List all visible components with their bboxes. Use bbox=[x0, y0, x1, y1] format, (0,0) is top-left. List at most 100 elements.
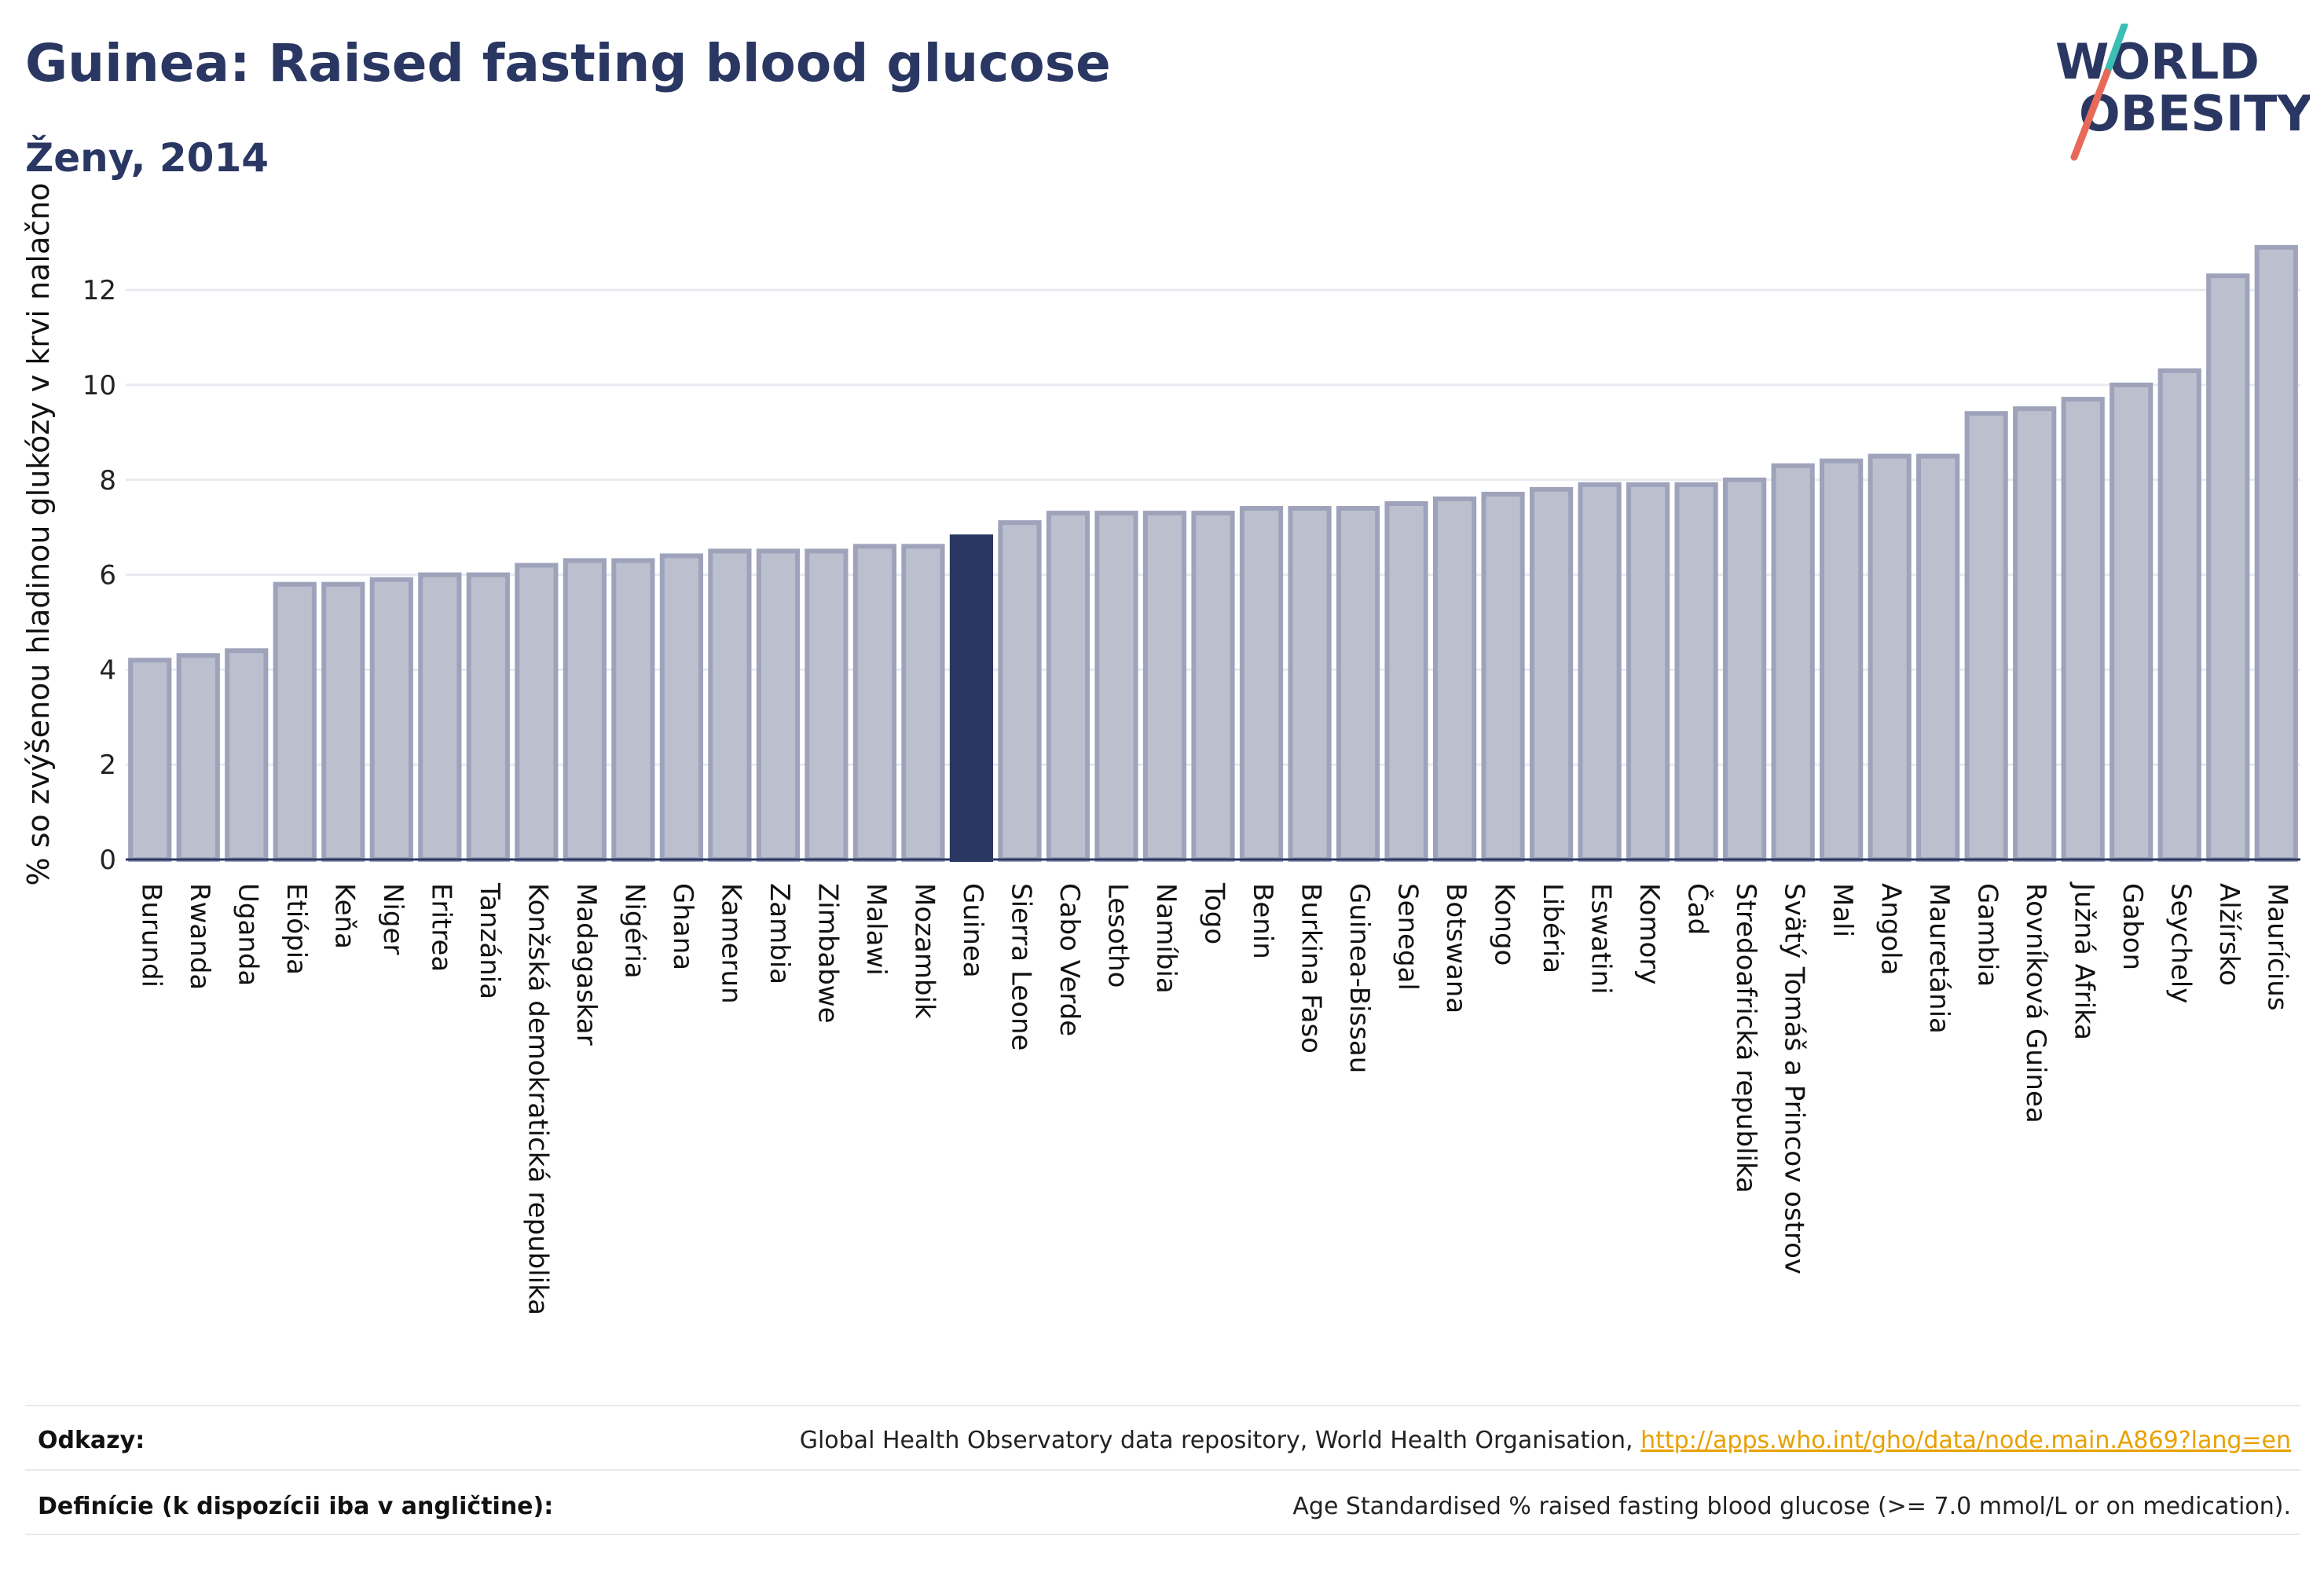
x-tick-label: Tanzánia bbox=[474, 882, 505, 999]
bar[interactable] bbox=[1142, 511, 1187, 863]
bar[interactable] bbox=[1191, 511, 1235, 863]
bar[interactable] bbox=[756, 548, 801, 863]
bar[interactable] bbox=[1384, 501, 1428, 862]
bar[interactable] bbox=[466, 572, 510, 862]
x-tick-label: Maurícius bbox=[2262, 883, 2293, 1011]
bar[interactable] bbox=[1868, 453, 1912, 862]
bar[interactable] bbox=[998, 520, 1042, 862]
x-tick-label: Eswatini bbox=[1585, 883, 1617, 995]
bar[interactable] bbox=[1771, 463, 1815, 862]
x-tick-label: Senegal bbox=[1392, 883, 1424, 991]
x-tick-label: Rovníková Guinea bbox=[2020, 883, 2051, 1123]
bar[interactable] bbox=[2061, 397, 2105, 862]
bar[interactable] bbox=[1432, 496, 1477, 863]
x-tick-label: Gabon bbox=[2117, 883, 2148, 970]
x-tick-label: Keňa bbox=[328, 883, 360, 949]
logo-slash-top bbox=[2103, 24, 2128, 76]
x-tick-label: Komory bbox=[1633, 883, 1665, 984]
y-tick-label: 10 bbox=[82, 370, 116, 401]
x-tick-label: Lesotho bbox=[1102, 883, 1133, 988]
bar[interactable] bbox=[2157, 368, 2201, 862]
bar[interactable] bbox=[1094, 511, 1138, 863]
bar[interactable] bbox=[563, 558, 607, 862]
bar[interactable] bbox=[611, 558, 655, 862]
footer-divider-middle bbox=[25, 1469, 2300, 1471]
bar[interactable] bbox=[1723, 477, 1767, 862]
bar[interactable] bbox=[2110, 383, 2154, 862]
chart-subtitle: Ženy, 2014 bbox=[25, 135, 269, 181]
bar[interactable] bbox=[1820, 458, 1864, 862]
bar[interactable] bbox=[852, 544, 897, 862]
bar[interactable] bbox=[2206, 273, 2250, 862]
bar[interactable] bbox=[1481, 491, 1525, 862]
x-tick-label: Malawi bbox=[860, 883, 892, 976]
x-tick-label: Kongo bbox=[1489, 883, 1520, 966]
x-tick-label: Guinea bbox=[957, 883, 988, 978]
bar[interactable] bbox=[418, 572, 462, 862]
y-tick-label: 12 bbox=[82, 275, 116, 306]
y-tick-layer: 0 2 4 6 8 10 12 bbox=[82, 275, 116, 876]
bar[interactable] bbox=[2013, 406, 2057, 862]
x-tick-label: Konžská demokratická republika bbox=[522, 883, 553, 1315]
bar[interactable] bbox=[659, 553, 703, 862]
x-tick-label: Niger bbox=[377, 883, 409, 955]
references-text: Global Health Observatory data repositor… bbox=[799, 1427, 1633, 1454]
y-tick-label: 8 bbox=[99, 465, 116, 497]
footer-divider-top bbox=[25, 1405, 2300, 1406]
bar[interactable] bbox=[1046, 511, 1091, 863]
x-tick-label: Stredoafrická republika bbox=[1730, 883, 1761, 1193]
bar[interactable] bbox=[1529, 486, 1574, 862]
x-tick-label: Svätý Tomáš a Princov ostrov bbox=[1779, 883, 1810, 1274]
references-link[interactable]: http://apps.who.int/gho/data/node.main.A… bbox=[1640, 1427, 2291, 1454]
x-tick-label: Angola bbox=[1875, 883, 1907, 975]
bar[interactable] bbox=[2254, 244, 2298, 862]
bar[interactable] bbox=[176, 653, 220, 863]
bar[interactable] bbox=[1674, 482, 1718, 863]
bar[interactable] bbox=[515, 563, 559, 863]
bar[interactable] bbox=[128, 658, 172, 862]
y-tick-label: 6 bbox=[99, 560, 116, 592]
x-tick-label: Etiópia bbox=[280, 883, 312, 975]
x-tick-label: Guinea-Bissau bbox=[1343, 883, 1375, 1073]
bar[interactable] bbox=[1239, 506, 1284, 862]
bar[interactable] bbox=[1336, 506, 1380, 862]
bar[interactable] bbox=[369, 577, 413, 862]
world-obesity-logo: WORLD OBESITY bbox=[2055, 24, 2310, 161]
x-tick-label: Togo bbox=[1199, 882, 1230, 944]
x-tick-label: Mali bbox=[1827, 883, 1858, 937]
bar[interactable] bbox=[901, 544, 945, 862]
x-tick-label: Cabo Verde bbox=[1054, 883, 1085, 1036]
bar[interactable] bbox=[1964, 411, 2008, 862]
bar[interactable] bbox=[1578, 482, 1622, 863]
bar[interactable] bbox=[708, 548, 752, 863]
chart-title: Guinea: Raised fasting blood glucose bbox=[25, 33, 1111, 93]
x-tick-label: Burundi bbox=[135, 883, 167, 988]
x-tick-label: Ghana bbox=[667, 883, 698, 970]
bar[interactable] bbox=[1288, 506, 1332, 862]
x-tick-label: Sierra Leone bbox=[1005, 883, 1036, 1050]
x-tick-label: Kamerun bbox=[715, 883, 746, 1004]
bar[interactable] bbox=[805, 548, 849, 863]
y-tick-label: 4 bbox=[99, 654, 116, 686]
bar[interactable] bbox=[949, 534, 994, 863]
y-tick-label: 2 bbox=[99, 750, 116, 781]
bar[interactable] bbox=[1626, 482, 1670, 863]
x-tick-label: Mauretánia bbox=[1923, 883, 1955, 1034]
x-tick-label: Zimbabwe bbox=[812, 883, 843, 1024]
x-tick-label: Uganda bbox=[232, 883, 263, 986]
definition-text: Age Standardised % raised fasting blood … bbox=[1292, 1493, 2291, 1520]
x-tick-label: Gambia bbox=[1972, 883, 2003, 987]
x-tick-label: Namíbia bbox=[1150, 883, 1182, 994]
bar[interactable] bbox=[321, 581, 365, 862]
x-tick-label: Libéria bbox=[1537, 883, 1568, 973]
x-tick-label: Benin bbox=[1247, 883, 1278, 959]
y-tick-label: 0 bbox=[99, 845, 116, 876]
bar[interactable] bbox=[273, 581, 317, 862]
x-tick-label: Nigéria bbox=[618, 883, 650, 979]
x-tick-label: Seychely bbox=[2165, 883, 2197, 1003]
bar[interactable] bbox=[225, 648, 269, 862]
x-tick-label: Burkina Faso bbox=[1296, 883, 1327, 1054]
bar-chart: 0 2 4 6 8 10 12 Burundi Rwanda Uganda Etiópia Keňa… bbox=[21, 183, 2300, 1315]
definition-label: Definície (k dispozícii iba v angličtine… bbox=[38, 1493, 554, 1520]
bar[interactable] bbox=[1916, 453, 1960, 862]
